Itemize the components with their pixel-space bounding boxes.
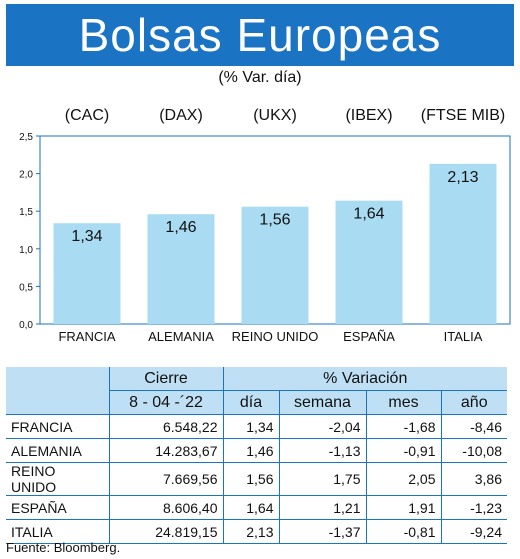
row-value: -2,04 [278,414,366,439]
row-value: -10,08 [440,438,507,463]
row-country: FRANCIA [6,414,109,439]
bar [241,206,309,324]
header-semana: semana [278,390,366,415]
table-row: ITALIA 24.819,15 2,13 -1,37 -0,81 -9,24 [6,519,507,544]
row-value: 3,86 [440,462,507,496]
table-row: ESPAÑA 8.606,40 1,64 1,21 1,91 -1,23 [6,495,507,520]
row-country: ALEMANIA [6,438,109,463]
row-value: 14.283,67 [108,438,223,463]
y-tick-label: 2,0 [19,170,33,181]
x-tick-label: REINO UNIDO [232,329,319,344]
header-date: 8 - 04 -´22 [108,390,223,415]
x-tick-label: ALEMANIA [148,329,214,344]
bar-value-label: 1,34 [71,228,102,245]
bar-value-label: 1,56 [259,212,290,229]
table-row: ALEMANIA 14.283,67 1,46 -1,13 -0,91 -10,08 [6,438,507,463]
header-variacion: % Variación [222,367,507,391]
y-tick-label: 1,0 [19,245,33,256]
bar-value-label: 1,46 [165,219,196,236]
index-label: (IBEX) [345,107,392,124]
y-tick-label: 0,5 [19,282,33,293]
row-value: 1,21 [278,495,366,520]
x-tick-label: ESPAÑA [343,329,395,344]
x-tick-label: FRANCIA [58,329,115,344]
row-value: -9,24 [440,519,507,544]
row-country: ITALIA [6,519,109,544]
index-label: (DAX) [159,107,203,124]
row-value: 1,64 [222,495,279,520]
bar-value-label: 2,13 [447,169,478,186]
y-tick-label: 1,5 [19,207,33,218]
index-label: (FTSE MIB) [421,107,505,124]
row-value: 6.548,22 [108,414,223,439]
index-label: (CAC) [65,107,109,124]
row-value: 2,13 [222,519,279,544]
row-value: 2,05 [365,462,441,496]
row-value: -8,46 [440,414,507,439]
header-cierre: Cierre [108,367,223,391]
chart-subtitle: (% Var. día) [218,69,302,86]
row-value: 1,91 [365,495,441,520]
x-tick-label: ITALIA [444,329,483,344]
title-banner: Bolsas Europeas [6,4,514,66]
bar [53,223,121,324]
table-row: FRANCIA 6.548,22 1,34 -2,04 -1,68 -8,46 [6,414,507,439]
row-value: -1,13 [278,438,366,463]
bar-value-label: 1,64 [353,206,384,223]
bar-chart: 0,0 0,5 1,0 1,5 2,0 2,5 (CAC) 1,34 FRANCIA (DAX) 1… [19,107,511,344]
bar [335,200,403,324]
header-mes: mes [365,390,441,415]
table-group-header-row: Cierre % Variación [6,367,507,391]
y-tick-label: 2,5 [19,132,33,143]
row-value: 1,34 [222,414,279,439]
row-value: 1,46 [222,438,279,463]
row-value: 8.606,40 [108,495,223,520]
row-value: 7.669,56 [108,462,223,496]
bar [147,214,215,324]
row-country: REINO UNIDO [6,462,109,496]
bar [429,163,497,324]
row-value: 1,75 [278,462,366,496]
header-dia: día [222,390,279,415]
data-table: Cierre % Variación 8 - 04 -´22 día seman… [6,367,507,544]
row-value: 1,56 [222,462,279,496]
page-title: Bolsas Europeas [78,9,442,61]
row-value: 24.819,15 [108,519,223,544]
source-note: Fuente: Bloomberg. [6,540,121,555]
row-value: -1,68 [365,414,441,439]
row-value: -0,81 [365,519,441,544]
row-value: -1,37 [278,519,366,544]
table-sub-header-row: 8 - 04 -´22 día semana mes año [6,390,507,415]
y-tick-label: 0,0 [19,320,33,331]
row-value: -0,91 [365,438,441,463]
row-value: -1,23 [440,495,507,520]
index-label: (UKX) [253,107,297,124]
header-ano: año [440,390,507,415]
table-row: REINO UNIDO 7.669,56 1,56 1,75 2,05 3,86 [6,462,507,496]
row-country: ESPAÑA [6,495,109,520]
